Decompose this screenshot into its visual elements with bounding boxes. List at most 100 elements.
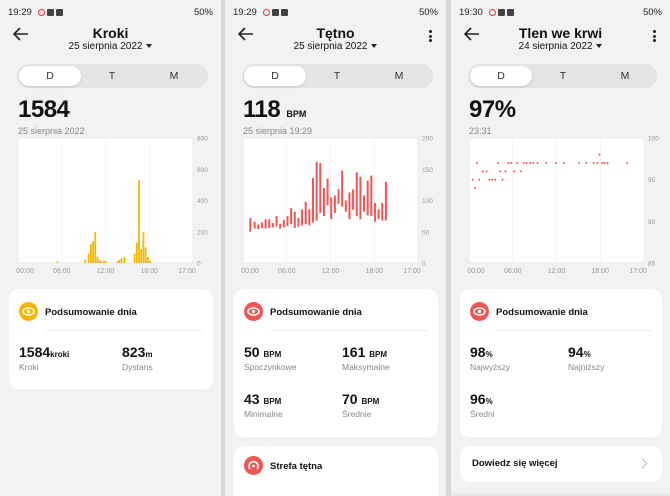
spo2-point <box>488 178 491 181</box>
spo2-point <box>519 170 522 173</box>
steps-bar <box>149 260 151 263</box>
spo2-point <box>601 162 604 164</box>
back-arrow-icon[interactable] <box>238 27 254 41</box>
more-options-icon[interactable] <box>429 30 433 42</box>
hr-x-tick-label: 06:00 <box>278 268 296 275</box>
steps-bar <box>84 259 86 263</box>
hr-range-bar <box>286 216 289 227</box>
summary-card[interactable]: Podsumowanie dnia 50 BPM Spoczynkowe 161… <box>234 289 438 437</box>
hr-y-tick-label: 0 <box>422 261 426 268</box>
hr-range-bar <box>330 197 333 220</box>
hr-range-bar <box>333 195 336 213</box>
hr-range-bar <box>341 170 344 207</box>
hr-range-bar <box>326 178 329 206</box>
spo2-point <box>471 178 474 181</box>
notification-icons <box>38 8 65 19</box>
date-picker[interactable]: 25 sierpnia 2022 <box>0 41 221 52</box>
tab-month[interactable]: M <box>394 70 404 82</box>
blood-oxygen-screen: 19:30 50% Tlen we krwi 24 sierpnia 2022 … <box>451 0 670 496</box>
hr-range-bar <box>253 221 256 229</box>
summary-title: Podsumowanie dnia <box>496 307 588 318</box>
tab-week[interactable]: T <box>333 70 341 82</box>
hr-range-bar <box>282 219 285 228</box>
spo2-point <box>476 162 479 164</box>
learn-more-label: Dowiedz się więcej <box>472 458 558 469</box>
hr-range-bar <box>304 201 307 225</box>
hr-range-bar <box>344 200 347 212</box>
steps-x-tick-label: 00:00 <box>16 268 34 275</box>
hr-x-tick-label: 18:00 <box>365 268 383 275</box>
steps-bar <box>142 231 145 263</box>
hr-x-tick-label: 12:00 <box>322 268 340 275</box>
spo2-y-tick-label: 95 <box>648 177 656 184</box>
hr-range-bar <box>264 219 267 229</box>
spo2-point <box>497 162 500 164</box>
hr-range-bar <box>308 209 311 226</box>
eye-icon <box>19 302 38 321</box>
divider <box>45 330 203 331</box>
steps-x-tick-label: 06:00 <box>53 268 71 275</box>
tab-day[interactable]: D <box>19 66 81 86</box>
tab-month[interactable]: M <box>620 70 630 82</box>
steps-bar <box>120 258 123 263</box>
spo2-point <box>596 162 599 164</box>
page-title: Kroki <box>92 25 129 41</box>
stat-min-value: 43 BPM <box>244 391 282 407</box>
spo2-point <box>513 170 516 173</box>
steps-y-tick-label: 400 <box>197 198 208 205</box>
spo2-point <box>473 187 476 189</box>
steps-screen: 19:29 50% Kroki 25 sierpnia 2022 D T M 1… <box>0 0 221 496</box>
headline-subtitle: 25 sierpnia 19:29 <box>243 126 313 136</box>
chevron-right-icon <box>637 458 648 469</box>
hr-range-bar <box>366 180 369 216</box>
hr-range-bar <box>275 216 278 227</box>
stat-avg-label: Średnie <box>342 409 372 419</box>
hr-range-bar <box>249 218 252 232</box>
stat-steps-label: Kroki <box>19 362 39 372</box>
tab-day[interactable]: D <box>470 66 532 86</box>
summary-card[interactable]: Podsumowanie dnia 98% Najwyższy 94% Najn… <box>460 289 662 437</box>
spo2-point <box>507 162 510 164</box>
spo2-x-tick-label: 17:00 <box>629 268 647 275</box>
spo2-point <box>536 162 539 164</box>
stat-lowest-label: Najniższy <box>568 362 605 372</box>
back-arrow-icon[interactable] <box>464 27 480 41</box>
spo2-y-tick-label: 85 <box>648 261 656 268</box>
tab-week[interactable]: T <box>108 70 116 82</box>
status-bar: 19:30 50% <box>459 7 662 19</box>
stat-avg-value: 70 BPM <box>342 391 380 407</box>
hr-x-tick-label: 00:00 <box>241 268 259 275</box>
steps-bar <box>146 256 149 263</box>
steps-bar <box>133 253 136 263</box>
back-arrow-icon[interactable] <box>13 27 29 41</box>
steps-y-tick-label: 0 <box>197 261 201 268</box>
steps-chart: 00:00 06:00 12:00 18:00 17:000 200 400 600 800 <box>16 136 208 276</box>
caret-down-icon <box>371 44 378 48</box>
spo2-y-tick-label: 100 <box>648 136 659 143</box>
tab-day[interactable]: D <box>244 66 306 86</box>
date-picker[interactable]: 25 sierpnia 2022 <box>225 41 446 52</box>
summary-card[interactable]: Podsumowanie dnia 1584kroki Kroki 823m D… <box>9 289 213 389</box>
status-battery: 50% <box>642 7 662 18</box>
headline-value: 1584 <box>18 96 70 123</box>
hr-x-tick-label: 17:00 <box>403 268 421 275</box>
spo2-point <box>501 178 504 181</box>
tab-month[interactable]: M <box>169 70 179 82</box>
heart-rate-screen: 19:29 50% Tętno 25 sierpnia 2022 D T M 1… <box>225 0 446 496</box>
headline-value: 97% <box>469 96 516 123</box>
hr-range-bar <box>370 175 373 217</box>
tab-week[interactable]: T <box>559 70 567 82</box>
status-time: 19:29 <box>233 7 257 18</box>
hr-range-bar <box>384 181 387 221</box>
spo2-point <box>606 162 609 164</box>
stat-steps-value: 1584kroki <box>19 344 70 360</box>
spo2-point <box>603 162 606 164</box>
stat-avg-value: 96% <box>470 391 493 407</box>
heart-zone-card[interactable]: Strefa tętna <box>234 446 438 496</box>
learn-more-link[interactable]: Dowiedz się więcej <box>460 446 662 482</box>
spo2-point <box>592 162 595 164</box>
date-picker[interactable]: 24 sierpnia 2022 <box>451 41 670 52</box>
headline-subtitle: 23:31 <box>469 126 492 136</box>
more-options-icon[interactable] <box>653 30 657 42</box>
